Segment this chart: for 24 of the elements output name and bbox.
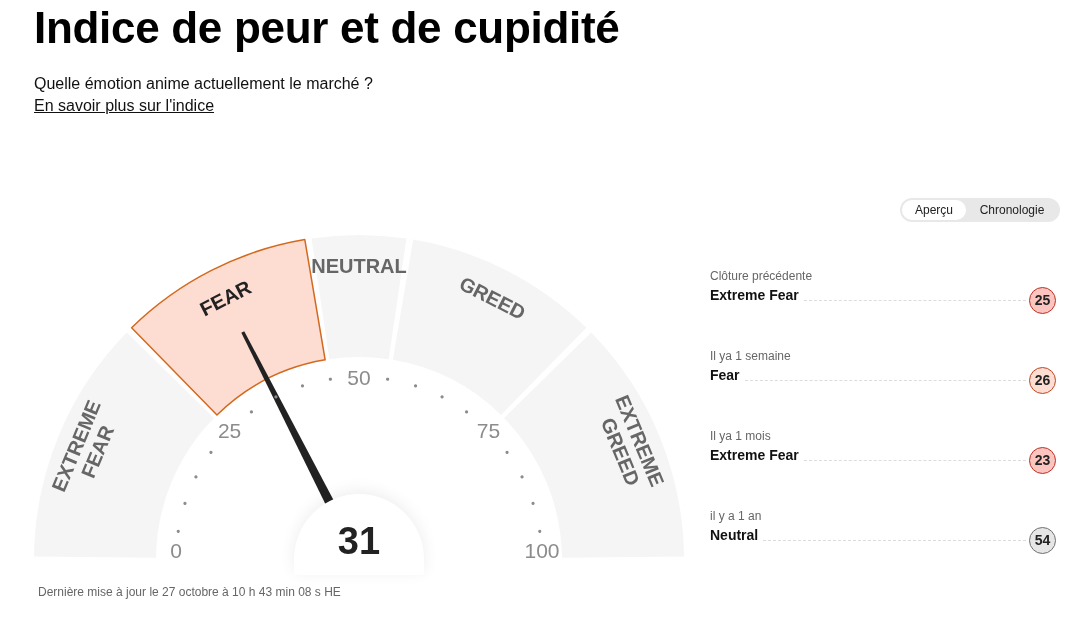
text: il y a 1 an: [710, 508, 763, 524]
chart-title: Indice de peur et de cupidité: [34, 3, 620, 53]
text: En savoir plus sur l'indice: [34, 96, 215, 116]
text: Il ya 1 semaine: [710, 348, 792, 364]
score-badge: 25: [1029, 286, 1056, 314]
text: 50: [347, 365, 371, 389]
text: Dernière mise à jour le 27 octobre à 10 h 43 min 08 s HE: [38, 584, 341, 600]
score-badge: 23: [1029, 446, 1056, 474]
view-toggle: Aperçu Chronologie: [900, 198, 1060, 222]
text: Il ya 1 mois: [710, 428, 772, 444]
text: 25: [217, 419, 242, 443]
text: 75: [476, 419, 501, 443]
chart-subtitle: Quelle émotion anime actuellement le marché ?: [34, 74, 373, 94]
text: Extreme Fear: [710, 287, 799, 303]
text: 100: [524, 538, 560, 562]
score-badge: 26: [1029, 366, 1056, 394]
text: Fear: [710, 367, 740, 383]
text: Extreme Fear: [710, 447, 799, 463]
text: Clôture précédente: [710, 268, 814, 284]
text: Neutral: [710, 527, 759, 543]
slice-label: NEUTRAL: [311, 255, 407, 277]
text: 31: [336, 519, 382, 563]
text: 0: [170, 538, 182, 562]
score-badge: 54: [1029, 526, 1056, 554]
